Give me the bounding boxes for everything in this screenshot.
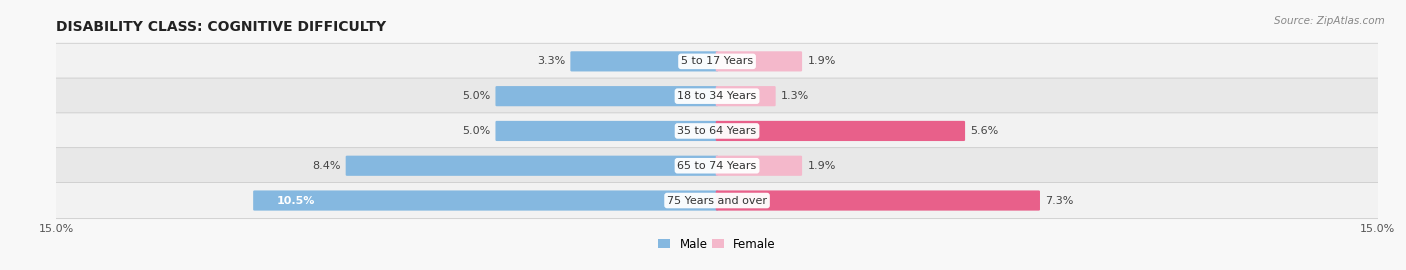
Text: 1.9%: 1.9%	[807, 161, 835, 171]
FancyBboxPatch shape	[253, 190, 718, 211]
Text: 5.0%: 5.0%	[463, 126, 491, 136]
Text: 75 Years and over: 75 Years and over	[666, 195, 768, 205]
Text: 8.4%: 8.4%	[312, 161, 340, 171]
Text: 35 to 64 Years: 35 to 64 Years	[678, 126, 756, 136]
Text: 65 to 74 Years: 65 to 74 Years	[678, 161, 756, 171]
Text: 3.3%: 3.3%	[537, 56, 565, 66]
FancyBboxPatch shape	[55, 183, 1379, 219]
FancyBboxPatch shape	[716, 190, 1040, 211]
FancyBboxPatch shape	[346, 156, 718, 176]
Text: 1.9%: 1.9%	[807, 56, 835, 66]
Text: Source: ZipAtlas.com: Source: ZipAtlas.com	[1274, 16, 1385, 26]
Text: 5.6%: 5.6%	[970, 126, 998, 136]
FancyBboxPatch shape	[716, 51, 801, 72]
Text: DISABILITY CLASS: COGNITIVE DIFFICULTY: DISABILITY CLASS: COGNITIVE DIFFICULTY	[56, 20, 387, 34]
FancyBboxPatch shape	[55, 148, 1379, 184]
Text: 18 to 34 Years: 18 to 34 Years	[678, 91, 756, 101]
FancyBboxPatch shape	[55, 113, 1379, 149]
Legend: Male, Female: Male, Female	[654, 233, 780, 255]
FancyBboxPatch shape	[716, 86, 776, 106]
Text: 5.0%: 5.0%	[463, 91, 491, 101]
FancyBboxPatch shape	[55, 43, 1379, 79]
FancyBboxPatch shape	[571, 51, 718, 72]
FancyBboxPatch shape	[716, 121, 965, 141]
Text: 7.3%: 7.3%	[1045, 195, 1074, 205]
FancyBboxPatch shape	[495, 121, 718, 141]
FancyBboxPatch shape	[716, 156, 801, 176]
FancyBboxPatch shape	[495, 86, 718, 106]
Text: 5 to 17 Years: 5 to 17 Years	[681, 56, 754, 66]
FancyBboxPatch shape	[55, 78, 1379, 114]
Text: 1.3%: 1.3%	[780, 91, 810, 101]
Text: 10.5%: 10.5%	[277, 195, 315, 205]
